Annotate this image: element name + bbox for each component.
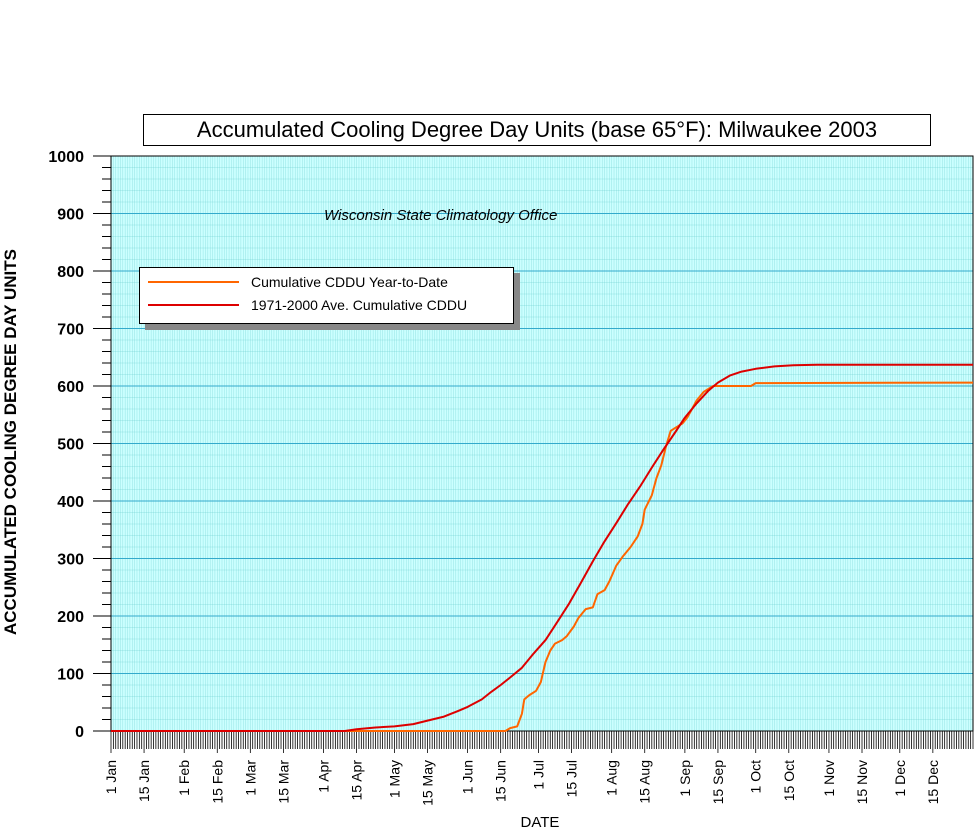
legend: Cumulative CDDU Year-to-Date 1971-2000 A…: [139, 267, 514, 324]
x-tick-label: 15 Jan: [136, 760, 152, 802]
x-tick-label: 15 Aug: [637, 760, 653, 804]
x-axis: 1 Jan 15 Jan 1 Feb 15 Feb 1 Mar 15 Mar 1 Apr 15…: [103, 730, 974, 806]
series-line-average: [111, 363, 973, 732]
x-tick-label: 1 Mar: [242, 760, 258, 796]
x-tick-label: 15 Sep: [710, 760, 726, 805]
y-tick-label: 400: [57, 494, 84, 511]
y-axis-label: ACCUMULATED COOLING DEGREE DAY UNITS: [1, 249, 20, 635]
x-tick-label: 1 Jul: [530, 760, 546, 790]
x-axis-label: DATE: [520, 814, 560, 831]
y-tick-label: 700: [57, 322, 84, 339]
legend-item-year-to-date: Cumulative CDDU Year-to-Date: [148, 274, 448, 290]
y-tick-label: 300: [57, 552, 84, 569]
x-tick-label: 15 Jun: [493, 760, 509, 802]
legend-swatch-average: [148, 304, 239, 306]
series-layer: [111, 363, 974, 732]
x-tick-label: 15 May: [419, 760, 435, 806]
x-tick-label: 15 Apr: [349, 760, 365, 801]
x-tick-label: 1 Jan: [103, 760, 119, 794]
x-tick-label: 1 Feb: [176, 760, 192, 796]
legend-item-average: 1971-2000 Ave. Cumulative CDDU: [148, 297, 467, 313]
y-tick-label: 100: [57, 667, 84, 684]
y-tick-label: 500: [57, 437, 84, 454]
x-tick-label: 15 Feb: [209, 760, 225, 804]
x-tick-label: 15 Jul: [564, 760, 580, 797]
x-tick-label: 15 Nov: [854, 760, 870, 804]
x-tick-label: 15 Oct: [781, 760, 797, 801]
y-tick-label: 900: [57, 207, 84, 224]
x-tick-label: 1 Aug: [604, 760, 620, 796]
chart-annotation: Wisconsin State Climatology Office: [324, 207, 558, 224]
y-tick-label: 0: [75, 724, 84, 741]
x-tick-label: 1 May: [386, 760, 402, 798]
x-tick-label: 1 Apr: [316, 760, 332, 793]
legend-label-year-to-date: Cumulative CDDU Year-to-Date: [251, 274, 448, 290]
y-axis: 0 100 200 300 400 500 600 700 800 900 1000: [48, 149, 112, 741]
y-tick-label: 1000: [48, 149, 84, 166]
chart-title: Accumulated Cooling Degree Day Units (ba…: [143, 114, 931, 146]
legend-swatch-year-to-date: [148, 281, 239, 283]
y-tick-label: 200: [57, 609, 84, 626]
y-tick-label: 800: [57, 264, 84, 281]
x-tick-label: 1 Jun: [460, 760, 476, 794]
x-tick-label: 1 Nov: [821, 760, 837, 797]
x-tick-label: 15 Dec: [925, 760, 941, 804]
y-tick-label: 600: [57, 379, 84, 396]
x-tick-label: 1 Oct: [748, 760, 764, 794]
x-tick-label: 15 Mar: [275, 760, 291, 804]
x-tick-label: 1 Dec: [892, 760, 908, 797]
legend-label-average: 1971-2000 Ave. Cumulative CDDU: [251, 297, 468, 313]
x-tick-label: 1 Sep: [677, 760, 693, 797]
